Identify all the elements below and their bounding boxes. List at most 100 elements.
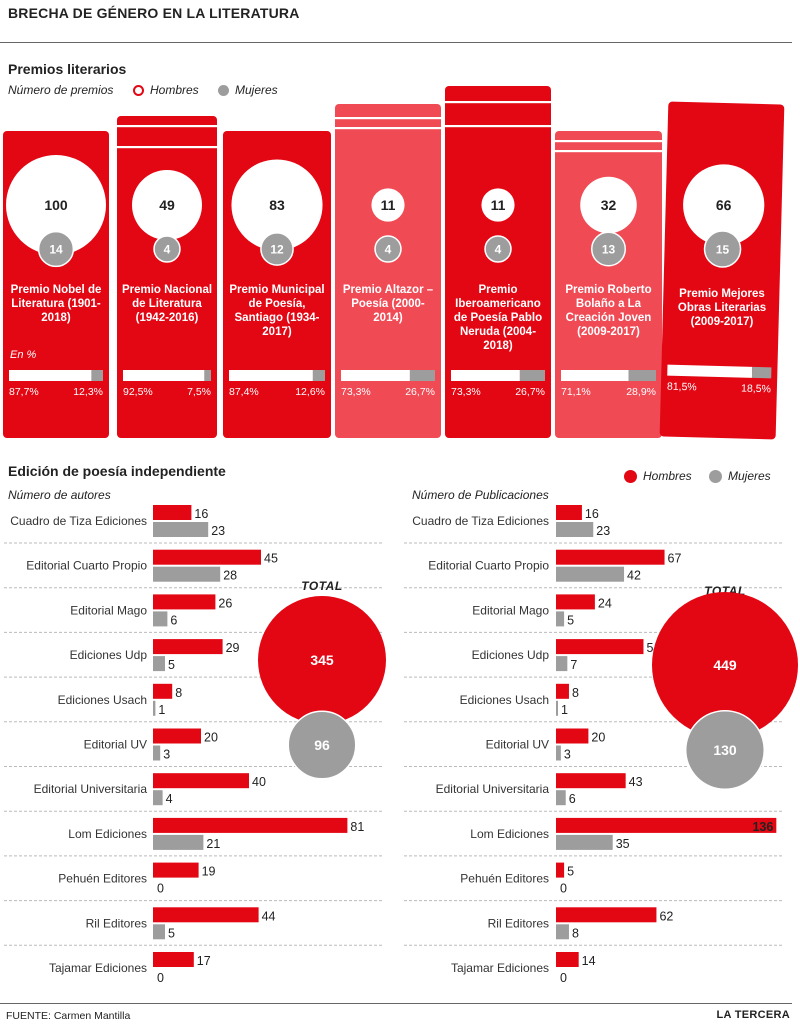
women-bar	[153, 745, 161, 761]
legend-men-label: Hombres	[150, 83, 199, 97]
book-stripe	[335, 117, 441, 120]
women-bar	[556, 834, 613, 850]
men-bar	[153, 817, 348, 833]
women-value: 13	[602, 243, 616, 257]
men-bar	[556, 549, 665, 565]
women-bubble	[703, 230, 742, 268]
men-bar	[556, 952, 579, 967]
men-bar	[153, 907, 259, 923]
pct-men-bar	[341, 370, 410, 381]
publisher-label: Ril Editores	[86, 916, 147, 930]
men-value-label: 20	[591, 731, 605, 745]
women-bubble	[590, 231, 627, 267]
legend-women-label: Mujeres	[235, 83, 278, 97]
women-value-label: 1	[561, 703, 568, 717]
award-book: 66 15 81,5% 18,5%	[659, 101, 785, 440]
percent-caption: En %	[10, 349, 37, 361]
award-name: Premio Altazor – Poesía (2000-2014)	[342, 284, 434, 324]
men-value-label: 16	[585, 507, 599, 521]
women-bar	[153, 611, 168, 627]
award-book: 32 13 71,1% 28,9%	[555, 131, 662, 438]
premios-section-title: Premios literarios	[8, 61, 127, 77]
men-bubble	[371, 188, 405, 222]
men-value-label: 19	[202, 865, 216, 879]
publisher-label: Pehuén Editores	[460, 872, 549, 886]
women-value-label: 0	[560, 882, 567, 896]
publisher-label: Cuadro de Tiza Ediciones	[412, 514, 549, 528]
premios-subtitle: Número de premios	[8, 83, 114, 97]
women-value-label: 5	[168, 926, 175, 940]
men-bar	[153, 773, 249, 789]
pct-men-label: 73,3%	[451, 386, 481, 398]
page-title: BRECHA DE GÉNERO EN LA LITERATURA	[8, 5, 300, 21]
publisher-label: Editorial Cuarto Propio	[26, 559, 147, 573]
pct-women-bar	[519, 370, 545, 381]
women-value-label: 28	[223, 569, 237, 583]
men-bar	[153, 549, 261, 565]
men-bar	[153, 728, 201, 744]
pct-men-bar	[451, 370, 520, 381]
publisher-label: Ediciones Udp	[70, 648, 148, 662]
women-value-label: 0	[157, 882, 164, 896]
women-bar	[556, 745, 561, 761]
award-book: 100 14 87,7% 12,3%	[3, 131, 109, 438]
women-value: 4	[495, 243, 502, 257]
publisher-label: Editorial Mago	[70, 603, 147, 617]
award-name: Premio Municipal de Poesía, Santiago (19…	[229, 284, 325, 338]
pct-men-bar	[229, 370, 313, 381]
women-value-label: 7	[570, 658, 577, 672]
women-value-label: 4	[166, 792, 173, 806]
women-value-label: 8	[572, 926, 579, 940]
men-bar	[556, 594, 595, 610]
publisher-label: Editorial Mago	[472, 603, 549, 617]
men-value-label: 8	[175, 686, 182, 700]
men-bar	[556, 773, 626, 789]
men-bubble	[231, 159, 323, 251]
pct-women-label: 28,9%	[626, 386, 656, 398]
men-bar	[556, 639, 644, 655]
men-value-label: 17	[197, 954, 211, 968]
men-value-label: 26	[218, 596, 232, 610]
pct-men-label: 92,5%	[123, 386, 153, 398]
women-value-label: 21	[206, 837, 220, 851]
pct-women-label: 7,5%	[187, 386, 211, 398]
book-stripe	[555, 150, 662, 153]
men-bubble	[683, 164, 765, 246]
women-bar	[153, 834, 204, 850]
publisher-label: Editorial UV	[84, 738, 147, 752]
women-bar	[153, 566, 221, 582]
men-value-label: 20	[204, 731, 218, 745]
women-value-label: 3	[163, 748, 170, 762]
award-book: 11 4 73,3% 26,7%	[335, 104, 441, 438]
women-value: 12	[270, 243, 284, 257]
women-value: 14	[49, 243, 63, 257]
men-bubble	[580, 176, 637, 234]
men-value-label: 44	[262, 909, 276, 923]
book-stripe	[117, 125, 217, 128]
women-value-label: 0	[560, 971, 567, 985]
pct-women-label: 12,6%	[295, 386, 325, 398]
women-bar	[153, 924, 165, 940]
men-value: 66	[716, 197, 732, 213]
book-body	[335, 104, 441, 438]
men-value: 11	[381, 197, 396, 213]
men-bar	[556, 683, 569, 699]
award-name: Premio Mejores Obras Literarias (2009-20…	[677, 288, 767, 328]
men-bar	[153, 639, 223, 655]
premios-chart: 100 14 87,7% 12,3% 49 4 92,5% 7,5% 83 12 87,4% 12,6…	[3, 86, 785, 440]
women-bar	[556, 700, 558, 716]
men-value-label: 16	[194, 507, 208, 521]
pct-women-bar	[204, 370, 211, 381]
men-bar	[153, 594, 216, 610]
women-value: 15	[716, 242, 730, 256]
publisher-label: Tajamar Ediciones	[451, 961, 549, 975]
pct-men-bar	[9, 370, 92, 381]
book-stripe	[445, 125, 551, 128]
award-name: Premio Iberoamericano de Poesía Pablo Ne…	[453, 284, 543, 352]
men-bar	[556, 728, 589, 744]
pct-men-label: 87,4%	[229, 386, 259, 398]
total-women-bubble	[287, 710, 357, 780]
women-value-label: 35	[616, 837, 630, 851]
women-bar	[556, 656, 568, 672]
pct-women-label: 12,3%	[73, 386, 103, 398]
